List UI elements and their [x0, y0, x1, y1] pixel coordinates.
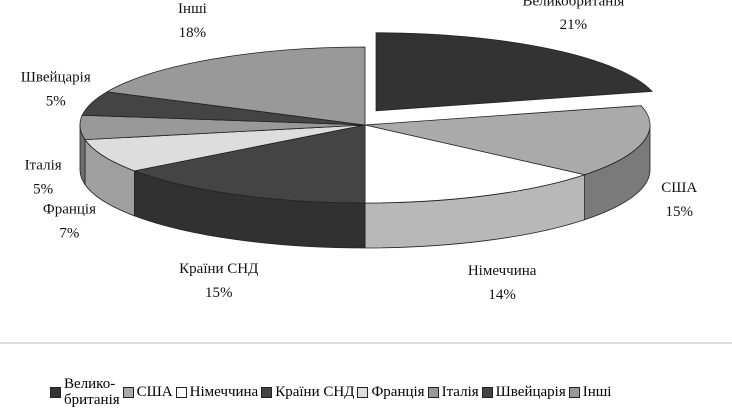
slice-label: США — [661, 180, 697, 196]
legend-item: Італія — [427, 384, 479, 400]
legend-swatch — [568, 386, 580, 398]
legend-swatch — [175, 386, 187, 398]
legend-label: Країни СНД — [275, 384, 355, 400]
slice-top — [364, 124, 587, 204]
slice-value-label: 21% — [560, 17, 588, 33]
slice — [375, 32, 653, 112]
slice-value-label: 15% — [666, 204, 694, 220]
legend-item: США — [122, 384, 173, 400]
legend-label: Велико- британія — [64, 376, 120, 408]
slice-label: Швейцарія — [21, 69, 91, 85]
legend-item: Велико- британія — [50, 376, 120, 408]
legend-swatch — [122, 386, 134, 398]
slice — [132, 124, 366, 249]
slice-value-label: 5% — [46, 93, 66, 109]
legend-swatch — [481, 386, 493, 398]
legend-swatch — [50, 386, 61, 398]
legend: Велико- британія США Німеччина Країни СНД Фр… — [50, 376, 611, 408]
slice-top — [84, 124, 366, 172]
legend-label: Швейцарія — [495, 384, 566, 400]
slice-top — [364, 105, 651, 176]
legend-item: Інші — [568, 384, 612, 400]
slice-label: Німеччина — [468, 263, 537, 279]
legend-label: Італія — [441, 384, 479, 400]
legend-label: Франція — [371, 384, 425, 400]
slice-value-label: 15% — [205, 285, 233, 301]
legend-item: Німеччина — [175, 384, 259, 400]
slice-value-label: 5% — [33, 181, 53, 197]
slice — [364, 124, 587, 249]
slice-top — [375, 32, 653, 112]
legend-label: Інші — [582, 384, 612, 400]
slice-value-label: 14% — [488, 287, 516, 303]
slice-top — [132, 124, 366, 204]
slice-top — [105, 46, 366, 126]
slice-value-label: 7% — [59, 226, 79, 242]
legend-swatch — [427, 386, 439, 398]
slice — [105, 46, 366, 126]
legend-swatch — [357, 386, 369, 398]
slice-label: Італія — [25, 157, 62, 173]
legend-label: США — [136, 384, 173, 400]
legend-item: Швейцарія — [481, 384, 566, 400]
slice — [364, 105, 651, 221]
legend-item: Франція — [357, 384, 425, 400]
slice-label: Великобританія — [522, 0, 624, 9]
legend-item: Країни СНД — [261, 384, 354, 400]
slice-label: Країни СНД — [179, 261, 258, 277]
slice-label: Франція — [43, 202, 96, 218]
legend-swatch — [261, 386, 273, 398]
slice-value-label: 18% — [179, 25, 207, 41]
legend-label: Німеччина — [189, 384, 259, 400]
slice-label: Інші — [178, 1, 207, 17]
